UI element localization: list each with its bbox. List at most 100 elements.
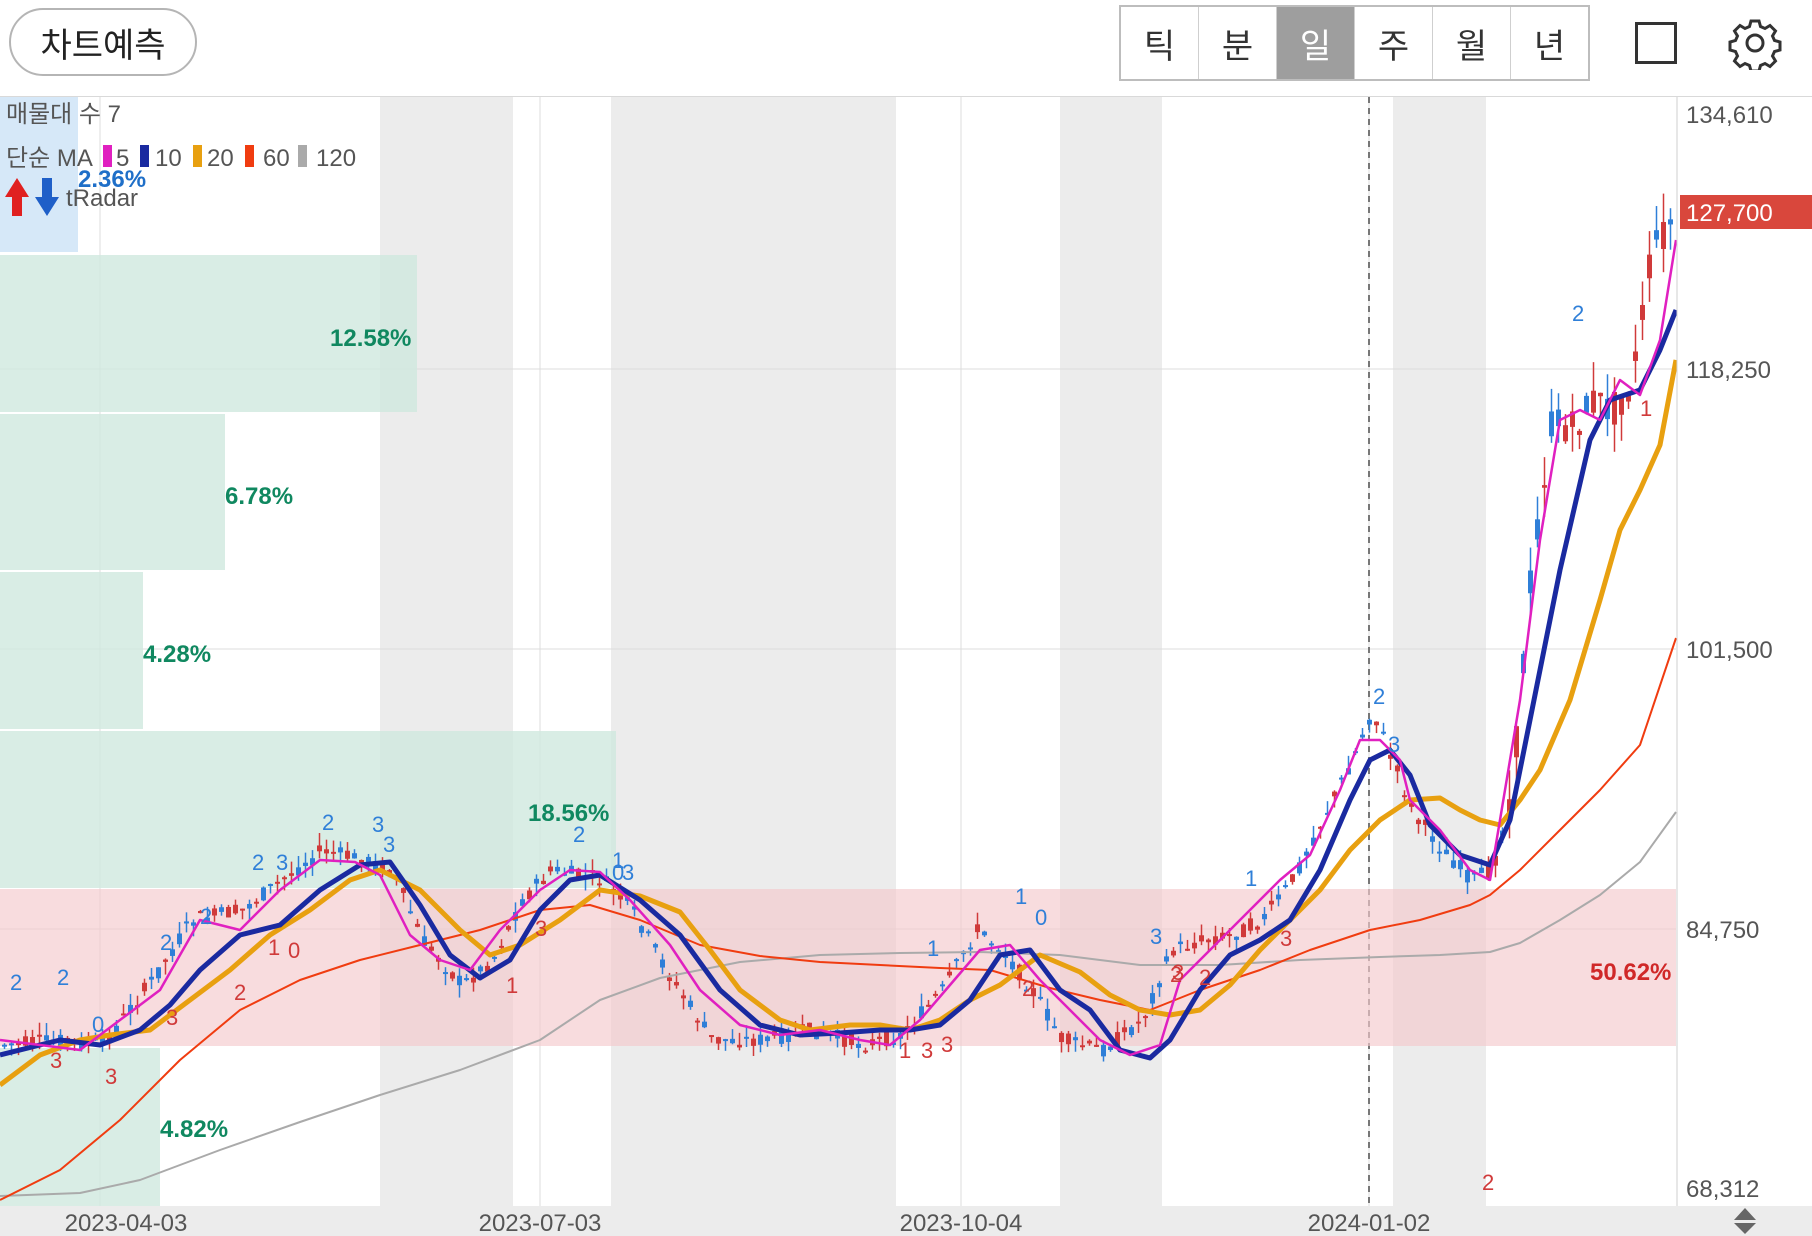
candle-body [254,901,259,904]
signal-label: 2 [10,970,22,995]
candle-body [331,851,336,854]
candle-body [240,908,245,911]
candle-body [688,1000,693,1007]
signal-label: 2 [200,904,212,929]
y-tick: 118,250 [1686,357,1771,384]
period-week-button[interactable]: 주 [1355,7,1433,79]
candle-body [1241,924,1246,938]
signal-label: 3 [1388,732,1400,757]
period-month-button[interactable]: 월 [1433,7,1511,79]
candle-body [1122,1027,1127,1033]
candle-body [576,868,581,878]
candle-body [226,906,231,918]
candle-body [1143,1016,1148,1019]
volume-profile-bar [0,97,78,252]
candle-body [947,971,952,976]
period-day-button[interactable]: 일 [1277,7,1355,79]
candle-body [534,878,539,884]
candle-body [1304,851,1309,856]
candle-body [275,881,280,884]
candle-body [541,880,546,885]
gear-icon[interactable] [1728,16,1782,70]
candle-body [191,922,196,926]
signal-label: 3 [166,1005,178,1030]
candle-body [1276,894,1281,900]
candle-body [1024,989,1029,992]
candle-body [1199,935,1204,942]
y-axis: 134,610 118,250 101,500 84,750 68,312 12… [1676,97,1812,1206]
candle-body [23,1036,28,1046]
candle-body [422,936,427,946]
volume-profile-bar [0,255,417,412]
signal-label: 3 [1150,924,1162,949]
candle-body [457,975,462,986]
signal-label: 1 [506,973,518,998]
candle-body [485,965,490,972]
period-minute-button[interactable]: 분 [1199,7,1277,79]
candle-body [128,1004,133,1013]
candle-body [1668,219,1673,225]
candle-body [856,1043,861,1048]
candle-body [268,883,273,886]
chart-predict-button[interactable]: 차트예측 [9,8,197,76]
candle-body [653,944,658,948]
candle-body [1101,1044,1106,1057]
candle-body [968,947,973,950]
candle-body [1556,409,1561,427]
candle-body [296,867,301,876]
candle-body [723,1039,728,1042]
y-tick: 84,750 [1686,917,1759,944]
candle-body [1591,390,1596,413]
candle-body [37,1034,42,1037]
signal-label: 1 [1015,884,1027,909]
candle-body [408,911,413,914]
candle-body [1150,993,1155,1004]
candle-body [1010,961,1015,970]
signal-label: 1 [268,935,280,960]
vp-label: 6.78% [225,483,293,510]
candle-body [1227,934,1232,937]
top-toolbar: 차트예측 틱 분 일 주 월 년 [0,0,1812,97]
candle-body [842,1036,847,1047]
candle-body [289,873,294,876]
vp-label: 4.82% [160,1116,228,1143]
signal-label: 3 [383,832,395,857]
candle-body [933,993,938,996]
candle-body [1157,983,1162,988]
signal-label: 2 [1170,962,1182,987]
candle-body [184,921,189,924]
volume-profile-count: 매물대 수 7 [6,101,121,128]
candle-body [401,888,406,893]
x-tick: 2023-04-03 [65,1210,188,1236]
candle-body [1458,860,1463,870]
volume-profile-bar [0,1048,160,1206]
x-axis: 2023-04-03 2023-07-03 2023-10-04 2024-01… [0,1206,1812,1236]
candle-body [1332,791,1337,797]
ma60-line [0,637,1677,1201]
candle-body [1094,1044,1099,1047]
signal-label: 0 [288,938,300,963]
candle-body [1528,570,1533,594]
period-year-button[interactable]: 년 [1533,27,1566,66]
signal-label: 3 [941,1032,953,1057]
period-tick-button[interactable]: 틱 [1121,7,1199,79]
signal-label: 0 [92,1012,104,1037]
candle-body [695,1020,700,1023]
candle-body [597,883,602,886]
ma120-legend: 120 [316,145,356,172]
candle-body [996,950,1001,953]
candle-body [884,1031,889,1047]
candle-body [142,982,147,992]
candle-body [863,1050,868,1053]
volume-profile [0,97,1676,1206]
signal-label: 2 [57,965,69,990]
candle-body [1269,900,1274,905]
scroll-handle-icon[interactable] [1734,1208,1756,1234]
signal-label: 3 [535,916,547,941]
signal-label: 3 [105,1064,117,1089]
candle-body [1164,956,1169,962]
y-tick: 134,610 [1686,102,1773,129]
checkbox-square-icon[interactable] [1635,22,1677,64]
